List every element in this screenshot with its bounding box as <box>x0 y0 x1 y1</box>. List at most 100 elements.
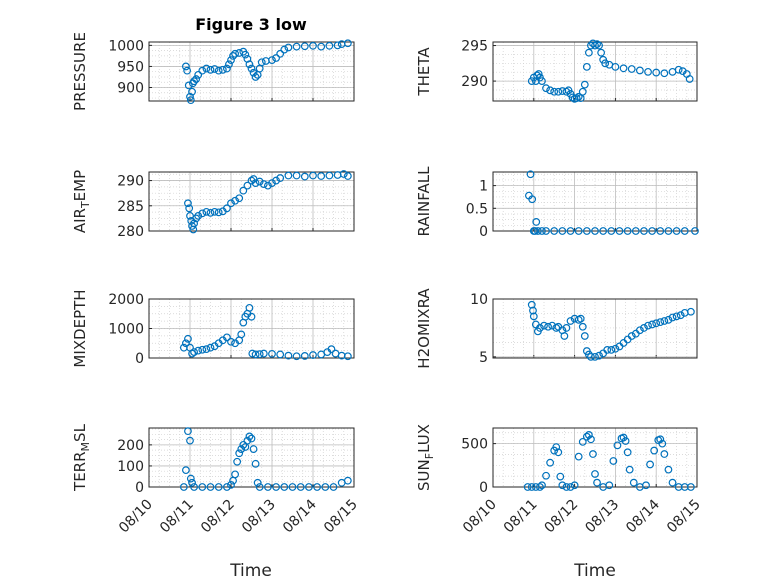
data-point <box>558 227 567 235</box>
data-point <box>237 445 246 453</box>
data-point <box>595 351 603 360</box>
data-point <box>664 227 673 235</box>
data-point <box>527 483 536 491</box>
data-point <box>536 324 544 332</box>
x-axis-label-left: Time <box>229 561 272 581</box>
x-tick-label: 08/10 <box>460 497 500 537</box>
y-tick-label: 200 <box>117 438 144 454</box>
data-point <box>247 312 256 321</box>
data-point <box>251 350 260 359</box>
data-point <box>222 204 231 213</box>
x-tick-label: 08/11 <box>501 497 541 537</box>
data-point <box>542 471 550 480</box>
data-point <box>309 41 317 50</box>
data-point <box>660 450 669 458</box>
y-axis-label: H2OMIXRA <box>415 288 433 369</box>
data-point <box>202 64 211 73</box>
data-point <box>686 307 695 316</box>
data-point <box>300 352 309 360</box>
data-point <box>272 483 281 491</box>
data-point <box>243 181 252 190</box>
y-axis-label: PRESSURE <box>71 32 89 111</box>
data-point <box>231 196 240 205</box>
data-point <box>652 68 661 77</box>
x-tick-label: 08/11 <box>157 497 197 537</box>
data-point <box>558 481 567 490</box>
data-point <box>615 227 624 235</box>
data-point <box>343 352 352 361</box>
data-point <box>529 306 537 315</box>
data-point <box>664 465 673 474</box>
data-point <box>333 171 342 179</box>
data-point <box>582 62 591 71</box>
data-point <box>284 171 293 180</box>
data-point <box>247 434 256 443</box>
y-tick-label: 290 <box>461 74 488 90</box>
y-tick-label: 280 <box>117 224 144 240</box>
data-point <box>202 207 211 216</box>
data-point <box>305 483 313 491</box>
y-tick-label: 1000 <box>108 322 144 338</box>
data-point <box>526 170 535 179</box>
data-point <box>186 436 194 445</box>
data-point <box>623 227 632 235</box>
data-point <box>280 483 289 491</box>
y-axis-label-main: THETA <box>415 47 433 97</box>
data-point <box>623 448 632 457</box>
data-point <box>536 483 544 491</box>
data-point <box>251 73 260 81</box>
data-point <box>627 65 636 73</box>
data-point <box>231 49 240 58</box>
data-point <box>229 52 237 60</box>
data-point <box>597 48 606 57</box>
data-point <box>593 478 601 487</box>
data-point <box>231 470 240 479</box>
data-point <box>668 313 677 322</box>
data-point <box>635 66 644 75</box>
data-point <box>621 437 630 445</box>
data-point <box>529 312 538 321</box>
data-point <box>533 227 542 235</box>
data-point <box>528 195 537 204</box>
data-point <box>591 227 599 235</box>
data-point <box>611 344 620 353</box>
data-point <box>198 66 207 75</box>
data-point <box>192 75 201 83</box>
data-point <box>540 321 548 330</box>
data-point <box>329 483 338 491</box>
data-point <box>550 227 559 235</box>
data-point <box>660 69 669 78</box>
data-point <box>566 483 575 491</box>
axes-box <box>492 298 698 359</box>
data-point <box>546 458 555 467</box>
data-point <box>190 77 199 86</box>
data-point <box>627 332 636 340</box>
data-point <box>233 457 242 466</box>
data-point <box>251 459 260 468</box>
data-point <box>668 478 677 487</box>
data-point <box>542 227 550 235</box>
x-tick-label: 08/13 <box>239 497 279 537</box>
data-point <box>245 432 254 441</box>
data-point <box>343 39 352 48</box>
y-axis-label: TERRMSL <box>71 423 92 492</box>
y-axis-label-main: TERR <box>71 451 89 492</box>
data-point <box>321 483 330 491</box>
data-point <box>591 470 599 478</box>
data-point <box>253 478 262 487</box>
data-point <box>664 315 673 324</box>
data-point <box>190 483 199 491</box>
data-point <box>184 427 192 436</box>
y-axis-label: AIRTEMP <box>71 170 92 233</box>
data-point <box>184 334 192 343</box>
data-point <box>288 483 297 491</box>
data-point <box>580 332 589 340</box>
data-point <box>578 322 587 331</box>
data-point <box>562 324 571 332</box>
data-point <box>184 81 193 90</box>
data-point <box>190 219 199 228</box>
data-point <box>268 349 276 358</box>
data-point <box>601 59 610 68</box>
data-point <box>179 483 188 491</box>
data-point <box>584 431 593 439</box>
